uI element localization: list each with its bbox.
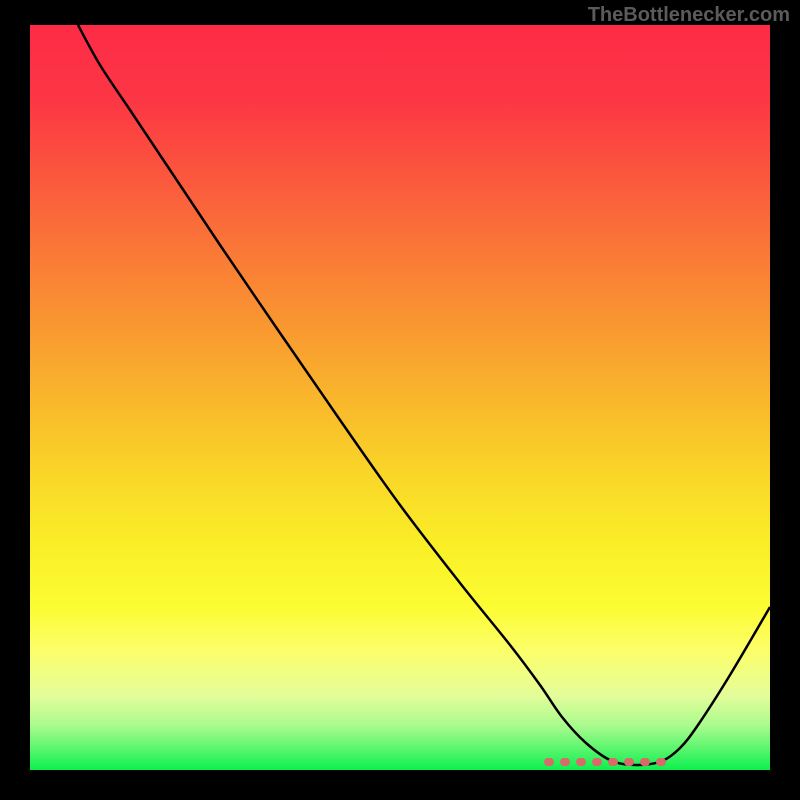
chart-container: TheBottlenecker.com <box>0 0 800 800</box>
plot-area <box>30 25 770 770</box>
bottleneck-curve <box>78 25 770 765</box>
curve-layer <box>30 25 770 770</box>
watermark-text: TheBottlenecker.com <box>588 4 790 27</box>
